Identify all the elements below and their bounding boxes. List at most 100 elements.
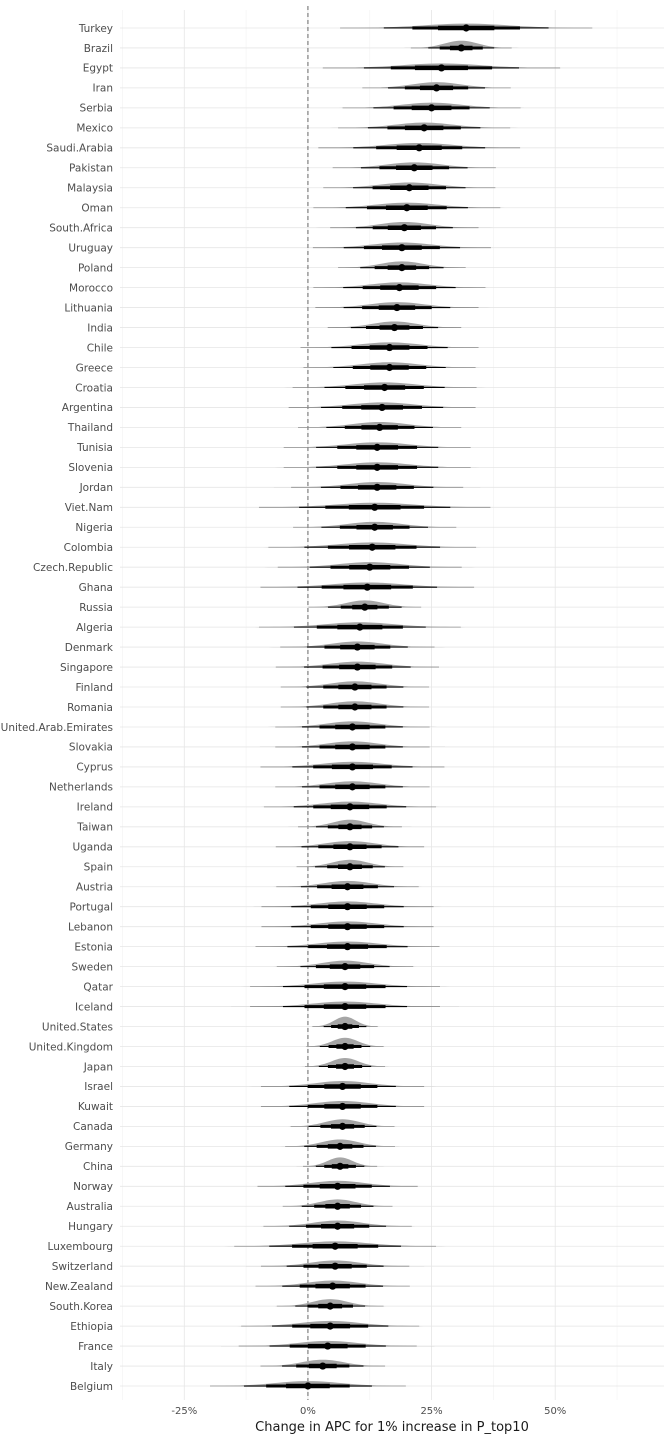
median-point [393, 303, 401, 312]
median-point [378, 403, 386, 412]
country-row-marks [246, 1260, 425, 1270]
median-point [319, 1362, 327, 1370]
country-row-marks [285, 859, 415, 871]
country-row-marks [296, 1057, 394, 1071]
country-label: Colombia [64, 542, 113, 554]
median-point [346, 823, 354, 831]
country-label: Germany [65, 1141, 113, 1153]
country-row-marks [269, 402, 495, 412]
country-label: Greece [76, 362, 113, 374]
median-point [385, 343, 394, 352]
country-label: Singapore [60, 662, 113, 674]
country-axis-labels: Turkey Brazil Egypt Iran Serbia Mexico Saudi.A… [1, 23, 114, 1393]
country-row-marks [242, 761, 463, 771]
median-point [371, 503, 379, 511]
country-label: Nigeria [75, 522, 113, 534]
country-label: Ghana [79, 582, 113, 594]
median-point [341, 1022, 349, 1031]
country-label: France [78, 1341, 113, 1353]
country-row-marks [214, 1241, 457, 1250]
country-label: United.States [42, 1021, 113, 1033]
median-point [343, 903, 352, 911]
country-row-marks [280, 1119, 405, 1130]
median-point [368, 543, 376, 551]
median-point [427, 104, 436, 112]
country-label: Uganda [72, 842, 113, 854]
country-label: Finland [75, 682, 113, 694]
country-row-marks [286, 362, 493, 372]
median-point [437, 64, 446, 72]
country-row-marks [296, 282, 503, 292]
country-label: Viet.Nam [65, 502, 113, 514]
country-label: Argentina [62, 402, 113, 414]
country-label: Russia [79, 602, 113, 614]
median-point [385, 363, 394, 372]
x-tick-label: 50% [544, 1406, 566, 1417]
country-row-marks [325, 261, 479, 272]
country-row-marks [281, 421, 478, 432]
country-label: Iceland [75, 1001, 113, 1013]
country-row-marks [265, 701, 444, 711]
country-row-marks [295, 1157, 385, 1170]
median-point [457, 44, 465, 52]
median-point [341, 963, 349, 971]
country-row-marks [244, 1081, 441, 1091]
median-point [341, 1042, 349, 1051]
median-point [334, 1222, 342, 1230]
country-row-marks [265, 681, 444, 691]
median-point [353, 643, 361, 651]
country-label: Denmark [65, 642, 114, 654]
country-label: South.Africa [49, 222, 113, 234]
median-point [326, 1322, 334, 1330]
country-label: Thailand [67, 422, 113, 434]
country-label: Slovakia [69, 742, 113, 754]
median-point [326, 1302, 334, 1310]
country-row-marks [244, 901, 451, 911]
country-label: New.Zealand [45, 1281, 113, 1293]
country-label: Kuwait [78, 1101, 113, 1113]
country-label: Italy [90, 1361, 113, 1373]
median-point [348, 763, 357, 771]
country-label: Australia [67, 1201, 113, 1213]
country-label: Belgium [70, 1381, 113, 1393]
country-row-marks [282, 342, 497, 352]
country-row-marks [266, 1299, 395, 1310]
country-row-marks [273, 482, 481, 491]
country-row-marks [271, 1199, 404, 1210]
country-label: Uruguay [68, 242, 113, 254]
country-row-marks [259, 741, 446, 751]
country-label: United.Arab.Emirates [1, 722, 113, 734]
country-row-marks [320, 122, 528, 132]
median-point [371, 523, 379, 531]
country-row-marks [263, 960, 427, 971]
median-point [336, 1162, 344, 1170]
median-point [324, 1342, 332, 1350]
density-halfeye [305, 1016, 385, 1027]
country-label: Cyprus [76, 762, 113, 774]
country-row-marks [276, 521, 473, 531]
density-halfeye [298, 1037, 392, 1047]
median-point [373, 463, 381, 471]
country-row-marks [294, 202, 519, 212]
country-label: Norway [73, 1181, 113, 1193]
median-point [432, 84, 441, 92]
country-label: Taiwan [76, 822, 113, 834]
country-label: India [87, 322, 113, 334]
median-point [348, 723, 357, 731]
country-label: Saudi.Arabia [46, 143, 113, 155]
country-row-marks [260, 841, 439, 851]
country-label: Croatia [75, 382, 113, 394]
median-point [415, 144, 423, 152]
country-row-marks [298, 1037, 392, 1051]
country-row-marks [190, 1381, 426, 1390]
median-point [341, 982, 349, 991]
country-row-marks [264, 641, 450, 651]
country-row-marks [287, 819, 413, 831]
median-point [304, 1382, 312, 1390]
country-label: Slovenia [68, 462, 113, 474]
median-point [353, 663, 361, 671]
median-point [398, 244, 406, 252]
median-point [329, 1282, 337, 1290]
country-row-marks [259, 781, 446, 791]
